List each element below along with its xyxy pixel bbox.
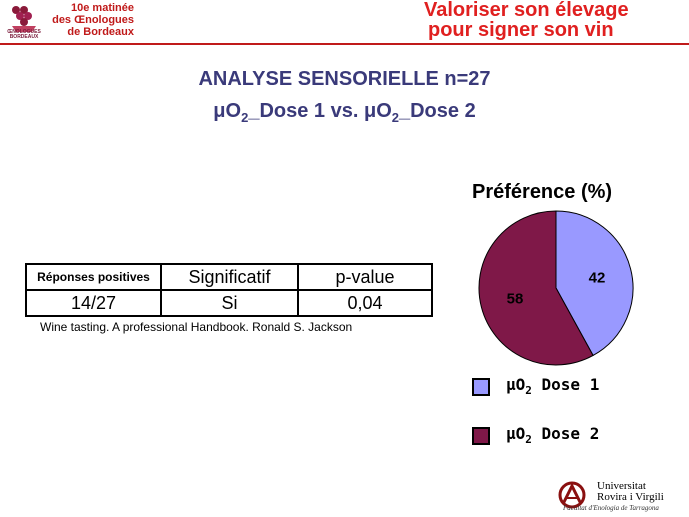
pie-chart: 42 58 [478, 210, 634, 366]
university-name-1: Universitat [597, 480, 646, 492]
legend-sub: 2 [525, 384, 532, 398]
slogan: Valoriser son élevage pour signer son vi… [424, 0, 629, 40]
cell-significant: Si [160, 289, 299, 317]
event-line-1: 10e matinée [71, 2, 134, 14]
legend-label-dose-1: μO2 Dose 1 [506, 375, 599, 397]
legend-swatch-dose-2 [472, 427, 490, 445]
university-name-2: Rovira i Virgili [597, 491, 664, 503]
legend-label-dose-2: μO2 Dose 2 [506, 424, 599, 446]
faculty-name: Facultat d'Enologia de Tarragona [563, 504, 659, 512]
header-p-value: p-value [297, 263, 433, 291]
legend-prefix: μO [506, 424, 526, 443]
legend-suffix: Dose 2 [531, 424, 600, 443]
event-line-3: de Bordeaux [67, 26, 134, 38]
pie-slice-1 [555, 210, 634, 357]
oenologues-logo-icon [12, 6, 36, 32]
cell-p-value: 0,04 [297, 289, 433, 317]
slogan-line-2: pour signer son vin [428, 19, 614, 41]
source-citation: Wine tasting. A professional Handbook. R… [40, 320, 353, 334]
header-responses: Réponses positives [25, 263, 162, 291]
header-divider [0, 43, 689, 45]
legend-item-dose-1: μO2 Dose 1 [472, 375, 672, 399]
cell-responses: 14/27 [25, 289, 162, 317]
logo-caption: ŒNOLOGUES BORDEAUX [7, 29, 41, 40]
legend-sub: 2 [525, 433, 532, 447]
footer-university: Universitat Rovira i Virgili Facultat d'… [555, 478, 685, 514]
table-row: 14/27 Si 0,04 [25, 289, 433, 317]
subtitle-sub-1: 2 [241, 110, 249, 125]
slide-subtitle: μO2_Dose 1 vs. μO2_Dose 2 [0, 100, 689, 125]
subtitle-sub-2: 2 [391, 110, 399, 125]
subtitle-part-3: _Dose 2 [398, 100, 476, 122]
pie-data-label-1: 42 [589, 269, 606, 286]
subtitle-part-2: _Dose 1 vs. μO [248, 100, 392, 122]
legend-swatch-dose-1 [472, 378, 490, 396]
slogan-line-1: Valoriser son élevage [424, 0, 629, 21]
table-header-row: Réponses positives Significatif p-value [25, 263, 433, 291]
stats-table: Réponses positives Significatif p-value … [25, 263, 433, 317]
header-significant: Significatif [160, 263, 299, 291]
event-line-2: des Œnologues [52, 14, 134, 26]
legend-prefix: μO [506, 375, 526, 394]
legend-item-dose-2: μO2 Dose 2 [472, 424, 672, 448]
university-logo-icon [558, 481, 586, 509]
chart-title: Préférence (%) [472, 181, 613, 203]
subtitle-part-1: μO [213, 100, 242, 122]
header: ŒNOLOGUES BORDEAUX 10e matinée des Œnolo… [0, 0, 689, 45]
legend-suffix: Dose 1 [531, 375, 600, 394]
pie-data-label-2: 58 [507, 291, 524, 308]
pie-slice-2 [478, 210, 594, 366]
event-title: 10e matinée des Œnologues de Bordeaux [44, 2, 134, 38]
slide-title: ANALYSE SENSORIELLE n=27 [198, 68, 491, 90]
